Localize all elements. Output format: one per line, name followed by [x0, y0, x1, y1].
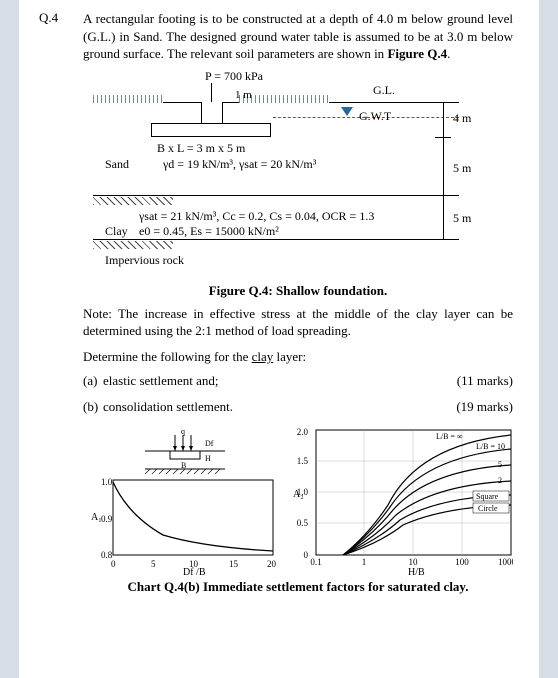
- sand-clay-boundary: [93, 195, 459, 196]
- clay-label: Clay: [105, 224, 128, 239]
- xl-0: 0: [111, 559, 116, 569]
- note-text: Note: The increase in effective stress a…: [83, 305, 513, 340]
- inset-q: q: [181, 427, 185, 436]
- chart-right-xlabel: H/B: [408, 567, 425, 575]
- dim2-label: 5 m: [453, 161, 471, 176]
- xl-5: 5: [151, 559, 156, 569]
- clay-rock-boundary: [93, 239, 459, 240]
- charts-row: q Df B H A₁ 1.0 0.9: [83, 425, 513, 575]
- yr-0: 0: [304, 550, 309, 560]
- embed-label: 1 m: [235, 89, 252, 101]
- xr-100: 100: [456, 557, 470, 567]
- clay-line2: e0 = 0.45, Es = 15000 kN/m²: [139, 224, 279, 239]
- leg-ci: Circle: [478, 504, 498, 513]
- gwt-label: G.W.T: [359, 109, 391, 124]
- inset-df: Df: [205, 439, 214, 448]
- clay-line1: γsat = 21 kN/m³, Cc = 0.2, Cs = 0.04, OC…: [139, 209, 374, 224]
- part-a-text: elastic settlement and;: [103, 373, 433, 389]
- xl-20: 20: [267, 559, 277, 569]
- chart-left-xlabel: Df /B: [183, 567, 206, 575]
- gwt-triangle-icon: [341, 107, 353, 116]
- leg-sq: Square: [476, 492, 499, 501]
- part-a-label: (a): [83, 373, 103, 389]
- part-b-marks: (19 marks): [433, 399, 513, 415]
- yl-09: 0.9: [101, 514, 113, 524]
- dim1-label: 4 m: [453, 111, 471, 126]
- dim1-top: [435, 102, 451, 103]
- part-a: (a) elastic settlement and; (11 marks): [83, 373, 513, 389]
- leg-5: 5: [498, 460, 502, 469]
- xl-15: 15: [229, 559, 239, 569]
- prompt-pre: Determine the following for the: [83, 349, 252, 364]
- inset-h: H: [205, 454, 211, 463]
- chart-right: 0 0.5 1.0 1.5 2.0 A₂ 0.1 1 10 100 1000 H…: [288, 425, 513, 575]
- chart-caption: Chart Q.4(b) Immediate settlement factor…: [83, 579, 513, 595]
- chart-right-ylabel: A₂: [293, 489, 304, 500]
- part-b: (b) consolidation settlement. (19 marks): [83, 399, 513, 415]
- yl-10: 1.0: [101, 477, 113, 487]
- yr-15: 1.5: [297, 456, 309, 466]
- leg-10: L/B = 10: [476, 442, 505, 451]
- footing-base: [151, 123, 271, 137]
- gl-mid-seg: [223, 102, 239, 103]
- sand-label: Sand: [105, 157, 129, 172]
- dim3-bar: [443, 195, 444, 239]
- prompt-underline: clay: [252, 349, 274, 364]
- ground-hatch-right: [239, 95, 329, 103]
- prompt-text: Determine the following for the clay lay…: [83, 348, 513, 366]
- question-number: Q.4: [39, 10, 83, 63]
- sand-params: γd = 19 kN/m³, γsat = 20 kN/m³: [163, 157, 316, 172]
- dim1-bar: [443, 102, 444, 137]
- qtext-figref: Figure Q.4: [387, 46, 447, 61]
- gl-label: G.L.: [373, 83, 395, 98]
- figure-caption: Figure Q.4: Shallow foundation.: [83, 283, 513, 299]
- ground-hatch-left: [93, 95, 163, 103]
- leg-2: 2: [498, 476, 502, 485]
- part-b-text: consolidation settlement.: [103, 399, 433, 415]
- yr-20: 2.0: [297, 427, 309, 437]
- xr-01: 0.1: [311, 557, 322, 567]
- prompt-post: layer:: [273, 349, 306, 364]
- dim2-bar: [443, 137, 444, 195]
- clay-hatch-top: [93, 197, 173, 205]
- qtext-post: .: [447, 46, 450, 61]
- xr-1: 1: [362, 557, 367, 567]
- gl-left-seg: [163, 102, 201, 103]
- part-a-marks: (11 marks): [433, 373, 513, 389]
- load-label: P = 700 kPa: [205, 69, 263, 84]
- clay-hatch-bottom: [93, 241, 173, 249]
- foundation-diagram: P = 700 kPa G.L. 1 m G.W.T B x L = 3 m x…: [83, 69, 503, 279]
- chart-left: q Df B H A₁ 1.0 0.9: [83, 425, 278, 575]
- bxl-label: B x L = 3 m x 5 m: [157, 141, 245, 156]
- dim3-bot: [435, 239, 451, 240]
- rock-label: Impervious rock: [105, 253, 184, 268]
- dim3-label: 5 m: [453, 211, 471, 226]
- xr-1000: 1000: [498, 557, 513, 567]
- xr-10: 10: [409, 557, 419, 567]
- question-text: A rectangular footing is to be construct…: [83, 10, 513, 63]
- leg-inf: L/B = ∞: [436, 432, 463, 441]
- yr-05: 0.5: [297, 518, 309, 528]
- part-b-label: (b): [83, 399, 103, 415]
